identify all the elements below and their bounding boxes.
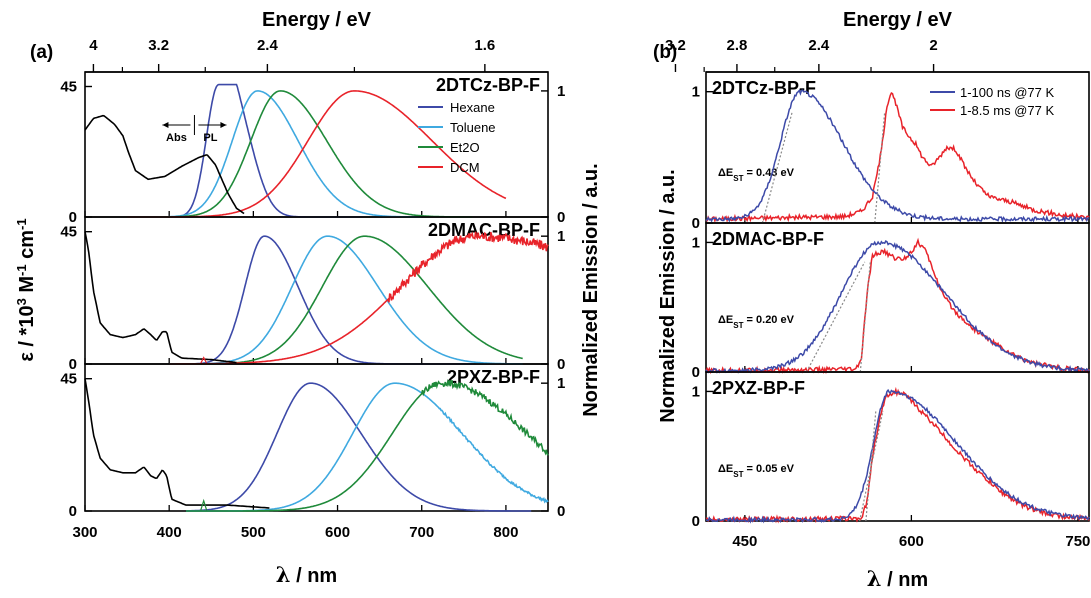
abs-label: Abs xyxy=(166,132,187,144)
panel-a-x-tick-label: 300 xyxy=(72,524,97,541)
panel-b-top-axis-label: Energy / eV xyxy=(843,9,953,31)
panel-a-compound-title: 2PXZ-BP-F xyxy=(447,367,540,387)
panel-b-delta-est: ΔEST = 0.20 eV xyxy=(718,314,795,330)
panel-b-x-tick-label: 450 xyxy=(732,533,757,550)
panel-a-left-tick-label: 0 xyxy=(69,503,77,520)
panel-a-compound-title: 2DMAC-BP-F xyxy=(428,220,540,240)
panel-b-top-tick-label: 2.8 xyxy=(726,37,747,54)
panel-b-phosphorescence xyxy=(705,386,1090,524)
panel-a-legend-label: DCM xyxy=(450,160,480,175)
pl-label: PL xyxy=(203,132,217,144)
panel-b-legend-label: 1-8.5 ms @77 K xyxy=(960,103,1054,118)
panel-b-left-tick-label: 1 xyxy=(692,383,700,400)
panel-b-x-axis-label: λ / nm xyxy=(867,566,928,591)
panel-b-left-axis-label: Normalized Emission / a.u. xyxy=(657,169,679,422)
panel-a-left-tick-label: 0 xyxy=(69,356,77,373)
panel-a-absorbance xyxy=(84,114,245,215)
panel-b-row-frame xyxy=(705,371,1090,522)
pl-arrow-head xyxy=(220,122,227,128)
panel-a-compound-title: 2DTCz-BP-F xyxy=(436,75,540,95)
panel-b-left-tick-label: 0 xyxy=(692,215,700,232)
panel-b-x-tick-label: 750 xyxy=(1065,533,1090,550)
panel-a-x-tick-label: 500 xyxy=(241,524,266,541)
panel-a-excitation-spike xyxy=(200,356,208,364)
panel-a-right-tick-label: 0 xyxy=(557,356,565,373)
panel-b-onset-tangent-fluorescence xyxy=(859,410,884,522)
panel-a-x-axis-label: λ / nm xyxy=(276,562,337,587)
panel-a-row-2: 0 45 0 1 2DMAC-BP-F xyxy=(60,216,565,373)
panel-a-left-tick-label: 45 xyxy=(60,371,77,388)
panel-a-legend-label: Hexane xyxy=(450,100,495,115)
panel-b-top-tick-label: 2 xyxy=(929,37,937,54)
panel-label-b: (b) xyxy=(653,42,677,63)
panel-b-phosphorescence xyxy=(705,237,1090,375)
panel-a-right-tick-label: 1 xyxy=(557,83,565,100)
panel-b-top-tick-label: 3.2 xyxy=(665,37,686,54)
panel-b-left-tick-label: 1 xyxy=(692,234,700,251)
panel-b-compound-title: 2DTCz-BP-F xyxy=(712,78,816,98)
panel-label-a: (a) xyxy=(30,42,53,63)
panel-a-x-tick-label: 600 xyxy=(325,524,350,541)
panel-b-row-2: 0 1 2DMAC-BP-F ΔEST = 0.20 eV xyxy=(692,222,1090,381)
panel-a-legend-label: Toluene xyxy=(450,120,496,135)
panel-a-right-tick-label: 1 xyxy=(557,228,565,245)
panel-a-left-tick-label: 0 xyxy=(69,209,77,226)
panel-a-row-3: 0 45 0 1 2PXZ-BP-F xyxy=(60,363,565,520)
panel-b-left-tick-label: 1 xyxy=(692,84,700,101)
panel-a-x-tick-label: 800 xyxy=(493,524,518,541)
panel-b-onset-tangent-phosphorescence xyxy=(859,261,871,373)
panel-a-emission-toluene xyxy=(169,235,523,365)
panel-a-right-tick-label: 0 xyxy=(557,209,565,226)
panel-b-compound-title: 2DMAC-BP-F xyxy=(712,229,824,249)
panel-a-absorbance xyxy=(84,378,270,509)
panel-b-row-3: 0 1 2PXZ-BP-F ΔEST = 0.05 eV xyxy=(692,371,1090,530)
panel-a-emission-hexane xyxy=(186,382,532,512)
panel-b-fluorescence xyxy=(705,388,1090,524)
panel-a-row-1: 0 45 0 1 2DTCz-BP-F xyxy=(60,71,565,226)
panel-b-delta-est: ΔEST = 0.43 eV xyxy=(718,167,795,183)
panel-b-onset-tangent-fluorescence xyxy=(805,261,866,373)
panel-a-x-tick-label: 700 xyxy=(409,524,434,541)
panel-b-left-tick-label: 0 xyxy=(692,513,700,530)
panel-a-absorbance xyxy=(84,231,237,364)
panel-b-onset-tangent-fluorescence xyxy=(761,111,793,224)
panel-a-top-tick-label: 2.4 xyxy=(257,37,279,54)
panel-a-row-frame xyxy=(84,363,549,512)
abs-arrow-head xyxy=(162,122,169,128)
panel-b-row-1: 0 1 2DTCz-BP-F ΔEST = 0.43 eV xyxy=(692,71,1090,232)
panel-b-onset-tangent-phosphorescence xyxy=(865,410,877,522)
panel-a-top-axis-label: Energy / eV xyxy=(262,9,372,31)
panel-b-compound-title: 2PXZ-BP-F xyxy=(712,378,805,398)
panel-a-x-tick-label: 400 xyxy=(157,524,182,541)
panel-b-x-tick-label: 600 xyxy=(899,533,924,550)
panel-a-excitation-spike xyxy=(200,498,208,511)
panel-b-onset-tangent-phosphorescence xyxy=(874,111,886,224)
panel-a-left-tick-label: 45 xyxy=(60,224,77,241)
panel-b-phosphorescence xyxy=(705,91,1090,224)
panel-a-right-axis-label: Normalized Emission / a.u. xyxy=(580,163,602,416)
panel-b-left-tick-label: 0 xyxy=(692,364,700,381)
panel-a-left-axis-label: ε / *103 M-1 cm-1 xyxy=(14,218,39,361)
panel-a-emission-toluene xyxy=(127,90,422,218)
panel-b-fluorescence xyxy=(705,89,1090,224)
panel-a-right-tick-label: 1 xyxy=(557,375,565,392)
panel-b-legend-label: 1-100 ns @77 K xyxy=(960,85,1054,100)
panel-a-top-tick-label: 1.6 xyxy=(474,37,495,54)
panel-a-emission-et2o xyxy=(169,235,523,365)
panel-a-legend-label: Et2O xyxy=(450,140,480,155)
panel-a-emission-et2o xyxy=(186,378,549,512)
panel-b-delta-est: ΔEST = 0.05 eV xyxy=(718,463,795,479)
panel-a-top-tick-label: 4 xyxy=(89,37,98,54)
panel-b-top-tick-label: 2.4 xyxy=(808,37,830,54)
panel-a-top-tick-label: 3.2 xyxy=(148,37,169,54)
panel-a-left-tick-label: 45 xyxy=(60,79,77,96)
panel-b-fluorescence xyxy=(705,240,1090,374)
panel-a-right-tick-label: 0 xyxy=(557,503,565,520)
